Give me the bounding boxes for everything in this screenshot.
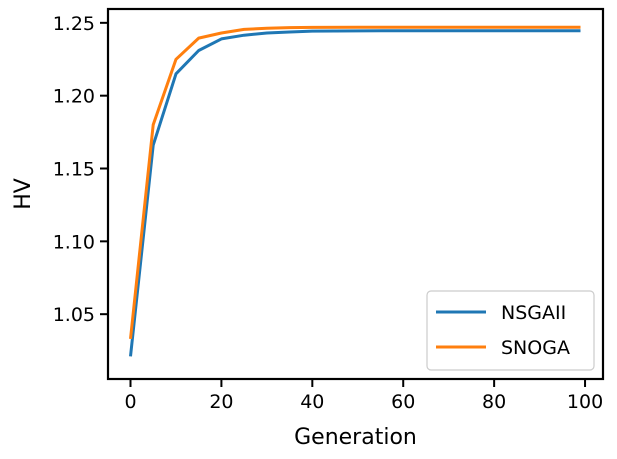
series-line-nsgaii: [129, 29, 581, 357]
x-tick-label: 40: [300, 391, 324, 413]
x-axis-label: Generation: [294, 425, 417, 450]
x-tick-label: 100: [567, 391, 603, 413]
x-tick-label: 0: [124, 391, 136, 413]
series-line-snoga: [129, 25, 581, 340]
y-tick-label: 1.25: [53, 13, 95, 35]
y-tick-label: 1.15: [53, 159, 95, 181]
y-tick-label: 1.05: [53, 304, 95, 326]
y-tick-label: 1.20: [53, 86, 95, 108]
y-tick-label: 1.10: [53, 231, 95, 253]
x-tick-label: 20: [209, 391, 233, 413]
x-tick-label: 80: [482, 391, 506, 413]
x-axis: 0 20 40 60 80 100: [124, 379, 603, 413]
legend-label-nsgaii: NSGAII: [501, 302, 566, 324]
x-tick-label: 60: [391, 391, 415, 413]
y-axis-label: HV: [11, 178, 36, 210]
plot-frame: [106, 7, 605, 381]
legend-label-snoga: SNOGA: [501, 337, 570, 359]
legend: NSGAII SNOGA: [426, 290, 595, 371]
y-axis: 1.05 1.10 1.15 1.20 1.25: [53, 13, 108, 326]
plot-content: [129, 25, 581, 357]
